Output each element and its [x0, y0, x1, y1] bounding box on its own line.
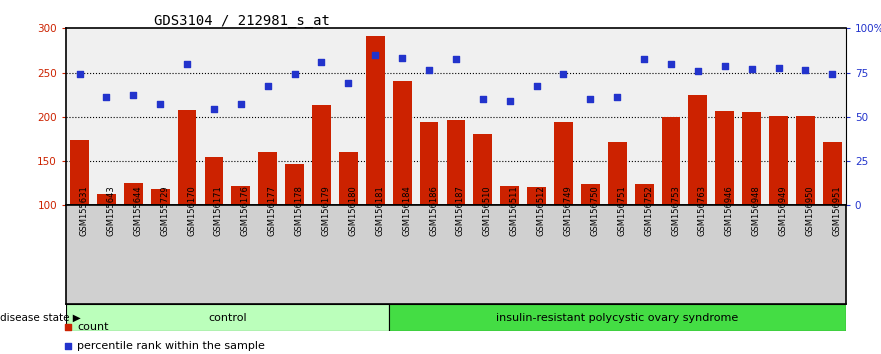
Bar: [393, 81, 411, 205]
Bar: [796, 116, 815, 205]
Bar: [258, 152, 278, 205]
Text: GSM156948: GSM156948: [751, 185, 760, 236]
Text: GSM155631: GSM155631: [79, 185, 88, 236]
Text: disease state ▶: disease state ▶: [0, 313, 81, 323]
Text: GSM156763: GSM156763: [698, 185, 707, 236]
Point: [529, 83, 544, 89]
Text: GSM156179: GSM156179: [322, 185, 330, 236]
Point: [448, 57, 463, 62]
Point: [207, 106, 221, 112]
Text: GSM156177: GSM156177: [268, 185, 277, 236]
Text: GDS3104 / 212981_s_at: GDS3104 / 212981_s_at: [154, 14, 330, 28]
Text: GSM156753: GSM156753: [671, 185, 680, 236]
Text: GSM156750: GSM156750: [590, 185, 599, 236]
Text: GSM155644: GSM155644: [133, 185, 143, 236]
Bar: [285, 164, 304, 205]
Bar: [447, 120, 465, 205]
Text: GSM156178: GSM156178: [294, 185, 304, 236]
Text: GSM156187: GSM156187: [456, 185, 465, 236]
Point: [315, 59, 329, 65]
Text: GSM156176: GSM156176: [241, 185, 250, 236]
Text: insulin-resistant polycystic ovary syndrome: insulin-resistant polycystic ovary syndr…: [496, 313, 738, 323]
Point: [422, 67, 436, 73]
Text: GSM156749: GSM156749: [564, 185, 573, 236]
Text: GSM156752: GSM156752: [644, 185, 653, 236]
Bar: [97, 194, 115, 205]
Bar: [554, 122, 573, 205]
Text: GSM156946: GSM156946: [725, 185, 734, 236]
Point: [368, 52, 382, 58]
Bar: [178, 110, 196, 205]
Point: [611, 95, 625, 100]
Point: [744, 66, 759, 72]
Point: [300, 288, 314, 294]
Text: GSM156180: GSM156180: [348, 185, 358, 236]
Point: [153, 101, 167, 107]
Bar: [366, 36, 385, 205]
Bar: [151, 189, 169, 205]
Point: [395, 55, 409, 61]
Point: [637, 57, 651, 62]
Point: [476, 96, 490, 102]
Bar: [389, 304, 846, 331]
Text: GSM156951: GSM156951: [833, 185, 841, 236]
Text: count: count: [78, 321, 108, 332]
Bar: [473, 133, 492, 205]
Point: [557, 72, 571, 77]
Bar: [232, 186, 250, 205]
Bar: [339, 152, 358, 205]
Text: GSM155729: GSM155729: [160, 185, 169, 236]
Point: [72, 72, 86, 77]
Bar: [66, 304, 389, 331]
Text: GSM155643: GSM155643: [107, 185, 115, 236]
Bar: [634, 184, 654, 205]
Point: [287, 72, 301, 77]
Point: [718, 64, 732, 69]
Bar: [500, 186, 519, 205]
Point: [341, 80, 355, 86]
Point: [180, 61, 194, 67]
Bar: [527, 187, 546, 205]
Point: [126, 92, 140, 98]
Point: [233, 101, 248, 107]
Point: [772, 65, 786, 71]
Text: GSM156171: GSM156171: [214, 185, 223, 236]
Bar: [769, 116, 788, 205]
Bar: [608, 142, 626, 205]
Point: [825, 72, 840, 77]
Bar: [662, 117, 680, 205]
Text: GSM156510: GSM156510: [483, 185, 492, 236]
Text: GSM156170: GSM156170: [187, 185, 196, 236]
Bar: [581, 184, 600, 205]
Point: [583, 96, 597, 102]
Point: [261, 83, 275, 89]
Text: control: control: [208, 313, 247, 323]
Bar: [823, 142, 841, 205]
Point: [798, 67, 812, 73]
Text: percentile rank within the sample: percentile rank within the sample: [78, 341, 265, 351]
Bar: [688, 95, 707, 205]
Bar: [312, 105, 331, 205]
Bar: [70, 140, 89, 205]
Point: [503, 98, 517, 104]
Bar: [743, 113, 761, 205]
Point: [664, 61, 678, 67]
Text: GSM156184: GSM156184: [402, 185, 411, 236]
Bar: [204, 156, 224, 205]
Text: GSM156751: GSM156751: [618, 185, 626, 236]
Point: [100, 95, 114, 100]
Text: GSM156186: GSM156186: [429, 185, 438, 236]
Text: GSM156512: GSM156512: [537, 185, 545, 236]
Text: GSM156181: GSM156181: [375, 185, 384, 236]
Bar: [124, 183, 143, 205]
Text: GSM156950: GSM156950: [805, 185, 814, 236]
Text: GSM156511: GSM156511: [510, 185, 519, 236]
Text: GSM156949: GSM156949: [779, 185, 788, 236]
Bar: [419, 122, 439, 205]
Point: [300, 114, 314, 120]
Point: [691, 68, 705, 74]
Bar: [715, 110, 734, 205]
